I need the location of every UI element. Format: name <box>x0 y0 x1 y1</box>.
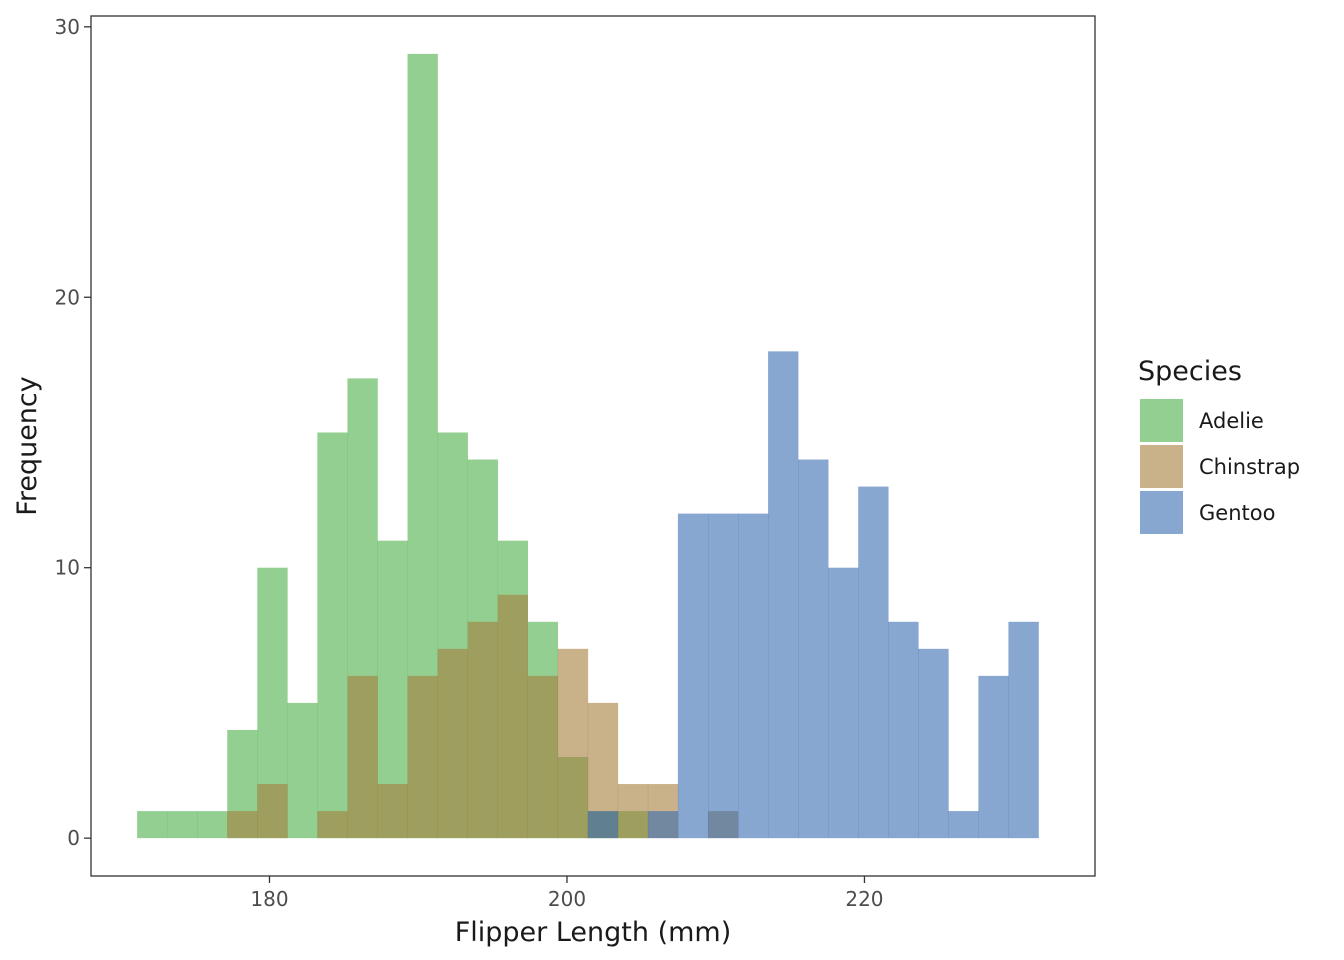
bar-chinstrap-3 <box>227 811 258 839</box>
bar-gentoo-23 <box>828 567 859 839</box>
bar-gentoo-28 <box>978 675 1009 839</box>
bar-chinstrap-12 <box>497 594 529 839</box>
x-tick-label: 220 <box>845 887 883 911</box>
bar-gentoo-17 <box>647 811 679 839</box>
legend-label-gentoo: Gentoo <box>1199 501 1275 525</box>
legend-key-gentoo <box>1140 491 1183 534</box>
bar-gentoo-18 <box>677 513 709 839</box>
plot-panel-border <box>90 15 1096 877</box>
bar-gentoo-19 <box>707 513 739 839</box>
bar-gentoo-21 <box>768 351 799 839</box>
y-tick-label: 10 <box>55 556 80 580</box>
legend: Species Adelie Chinstrap Gentoo <box>1138 356 1300 534</box>
x-axis-title: Flipper Length (mm) <box>455 917 732 948</box>
y-tick-label: 30 <box>55 15 80 39</box>
bar-chinstrap-11 <box>467 621 498 839</box>
bar-chinstrap-9 <box>407 675 438 839</box>
bar-gentoo-29 <box>1008 621 1039 839</box>
legend-key-adelie <box>1140 399 1183 442</box>
bar-gentoo-22 <box>798 459 829 839</box>
bar-gentoo-15 <box>587 811 619 839</box>
bar-gentoo-26 <box>918 648 949 839</box>
bar-adelie-1 <box>167 811 198 839</box>
legend-label-adelie: Adelie <box>1199 409 1264 433</box>
bar-chinstrap-16 <box>617 784 649 839</box>
histogram-bars <box>137 53 1039 839</box>
bar-chinstrap-10 <box>437 648 468 839</box>
bar-adelie-5 <box>287 702 318 839</box>
bar-gentoo-20 <box>738 513 769 839</box>
y-axis-title: Frequency <box>12 376 43 516</box>
bar-chinstrap-8 <box>377 784 408 839</box>
bar-chinstrap-4 <box>257 784 288 839</box>
legend-title: Species <box>1138 356 1242 387</box>
legend-key-chinstrap <box>1140 445 1183 488</box>
bar-adelie-6 <box>317 432 348 839</box>
series-gentoo <box>587 351 1039 839</box>
bar-gentoo-27 <box>948 811 979 839</box>
x-tick-label: 180 <box>250 887 288 911</box>
bar-chinstrap-13 <box>527 675 559 839</box>
axes: 180 200 220 0 10 20 30 <box>55 15 884 911</box>
bar-adelie-2 <box>197 811 228 839</box>
bar-chinstrap-7 <box>347 675 378 839</box>
bar-chinstrap-6 <box>317 811 348 839</box>
y-tick-label: 0 <box>67 826 80 850</box>
bar-chinstrap-14 <box>557 648 589 839</box>
legend-label-chinstrap: Chinstrap <box>1199 455 1300 479</box>
x-tick-label: 200 <box>548 887 586 911</box>
bar-gentoo-25 <box>888 621 919 839</box>
bar-gentoo-24 <box>858 486 889 839</box>
y-tick-label: 20 <box>55 285 80 309</box>
bar-adelie-0 <box>137 811 168 839</box>
